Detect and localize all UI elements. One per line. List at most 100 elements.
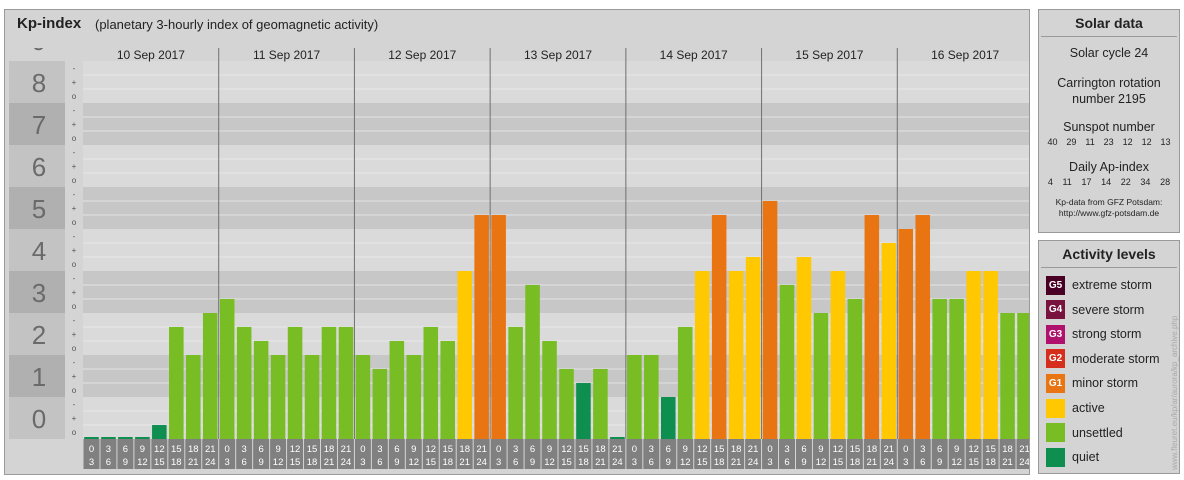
sunspot-value: 40 (1047, 137, 1058, 147)
interval-start-label: 0 (89, 444, 94, 455)
interval-start-label: 0 (903, 444, 908, 455)
interval-start-label: 6 (801, 444, 806, 455)
y-axis-band (9, 355, 65, 397)
interval-cell (558, 439, 575, 469)
interval-end-label: 3 (903, 457, 908, 468)
interval-cell (236, 439, 253, 469)
sunspot-heading: Sunspot number (1063, 120, 1155, 134)
kp-bar (440, 341, 456, 439)
interval-end-label: 3 (89, 457, 94, 468)
kp-bar (525, 284, 540, 439)
interval-end-label: 24 (476, 457, 487, 468)
ap-heading: Daily Ap-index (1069, 160, 1149, 174)
kp-bar (491, 215, 506, 439)
day-label: 14 Sep 2017 (660, 48, 728, 62)
interval-end-label: 24 (1019, 457, 1029, 468)
interval-end-label: 6 (920, 457, 925, 468)
interval-start-label: 21 (748, 444, 759, 455)
interval-end-label: 15 (425, 457, 436, 468)
interval-cell (253, 439, 270, 469)
interval-end-label: 18 (442, 457, 453, 468)
kp-bar (983, 271, 998, 439)
interval-end-label: 21 (324, 457, 335, 468)
interval-cell (456, 439, 473, 469)
interval-cell (371, 439, 388, 469)
y-tick-label: 2 (32, 320, 46, 350)
kp-bar (881, 242, 897, 439)
kp-bar (830, 271, 846, 439)
kp-band (83, 61, 1029, 103)
interval-cell (219, 439, 236, 469)
kp-bar (389, 341, 405, 439)
interval-end-label: 24 (748, 457, 759, 468)
interval-cell (779, 439, 795, 469)
kp-band (83, 187, 1029, 229)
solar-data-panel: Solar data Solar cycle 24 Carrington rot… (1038, 9, 1180, 233)
legend-item-severe-storm: G4 severe storm (1046, 300, 1144, 320)
interval-end-label: 21 (731, 457, 742, 468)
interval-cell (405, 439, 422, 469)
interval-start-label: 9 (140, 444, 145, 455)
y-tick-label: 9 (32, 48, 46, 56)
interval-end-label: 3 (767, 457, 772, 468)
interval-end-label: 15 (697, 457, 708, 468)
interval-cell (965, 439, 982, 469)
interval-start-label: 18 (867, 444, 878, 455)
interval-end-label: 6 (377, 457, 382, 468)
interval-start-label: 15 (714, 444, 725, 455)
interval-cell (117, 439, 134, 469)
kp-bar (711, 215, 727, 439)
day-label: 13 Sep 2017 (524, 48, 592, 62)
legend-label: quiet (1072, 450, 1100, 465)
legend-swatch (1046, 447, 1065, 467)
kp-bar (372, 368, 388, 439)
kp-bar (508, 326, 523, 439)
interval-end-label: 18 (985, 457, 996, 468)
interval-end-label: 21 (867, 457, 878, 468)
interval-cell (914, 439, 931, 469)
kp-bar (627, 355, 642, 439)
interval-end-label: 12 (816, 457, 827, 468)
interval-start-label: 18 (459, 444, 470, 455)
interval-end-label: 3 (225, 457, 230, 468)
interval-end-label: 9 (530, 457, 535, 468)
minor-tick-label: + (72, 162, 77, 171)
interval-cell (202, 439, 219, 469)
minor-tick-label: o (72, 386, 77, 395)
interval-cell (592, 439, 609, 469)
ap-value: 11 (1062, 177, 1072, 187)
interval-end-label: 15 (290, 457, 301, 468)
interval-start-label: 21 (341, 444, 352, 455)
carrington-line-2: number 2195 (1072, 92, 1146, 106)
interval-start-label: 3 (377, 444, 382, 455)
legend-label: active (1072, 401, 1105, 415)
y-tick-label: 3 (32, 278, 46, 308)
interval-start-label: 15 (307, 444, 318, 455)
kp-bar (949, 299, 964, 439)
minor-tick-label: o (72, 260, 77, 269)
interval-end-label: 3 (632, 457, 637, 468)
interval-start-label: 3 (242, 444, 247, 455)
minor-tick-label: - (73, 358, 76, 367)
ap-value: 34 (1140, 177, 1151, 187)
interval-end-label: 18 (578, 457, 589, 468)
interval-cell (846, 439, 863, 469)
kp-bar (660, 397, 676, 439)
kp-bar (185, 355, 201, 439)
interval-end-label: 9 (258, 457, 263, 468)
sunspot-value: 12 (1122, 137, 1133, 147)
y-axis-band (9, 61, 65, 103)
kp-bar (84, 437, 99, 439)
interval-cell (134, 439, 151, 469)
legend-swatch: G2 (1046, 349, 1065, 369)
interval-start-label: 3 (106, 444, 111, 455)
interval-end-label: 18 (714, 457, 725, 468)
interval-start-label: 12 (154, 444, 165, 455)
interval-start-label: 18 (595, 444, 606, 455)
interval-cell (897, 439, 914, 469)
interval-end-label: 21 (1002, 457, 1013, 468)
interval-start-label: 6 (666, 444, 671, 455)
kp-bar (1000, 313, 1015, 439)
kp-bar (1017, 313, 1029, 439)
interval-cell (168, 439, 185, 469)
